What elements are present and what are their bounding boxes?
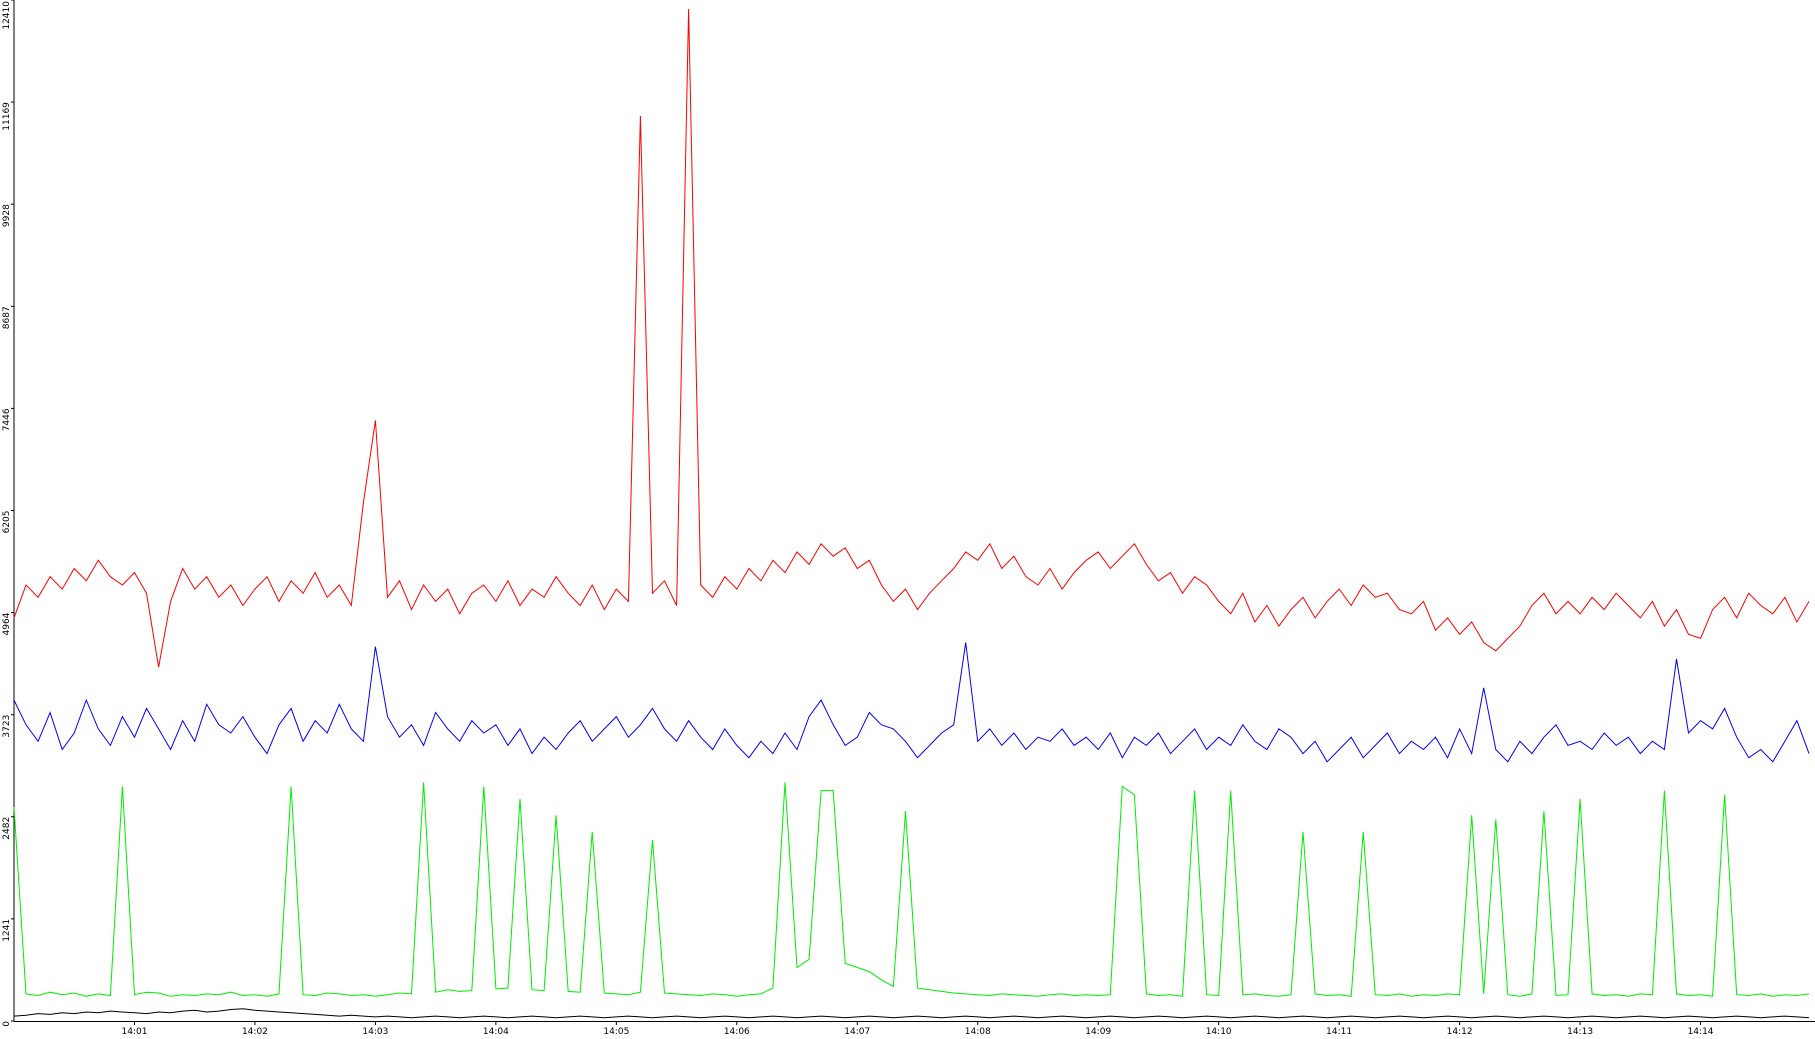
x-tick-label: 14:08	[965, 1027, 991, 1037]
y-tick-label: 8687	[2, 306, 12, 329]
y-tick-label: 2482	[2, 817, 12, 840]
x-tick-label: 14:13	[1567, 1027, 1593, 1037]
y-tick-label: 12410	[2, 1, 12, 30]
y-tick-label: 4964	[2, 612, 12, 635]
x-tick-label: 14:05	[603, 1027, 629, 1037]
x-tick-label: 14:02	[242, 1027, 268, 1037]
series-line	[13, 1008, 1810, 1019]
y-tick-label: 0	[2, 1021, 12, 1027]
x-tick-label: 14:07	[844, 1027, 870, 1037]
x-tick-label: 14:10	[1206, 1027, 1232, 1037]
y-tick-label: 3723	[2, 715, 12, 738]
series-line	[13, 8, 1810, 668]
series-line	[13, 782, 1810, 997]
x-tick-label: 14:11	[1326, 1027, 1352, 1037]
x-tick-label: 14:06	[724, 1027, 750, 1037]
y-tick-label: 6205	[2, 511, 12, 534]
x-tick-label: 14:09	[1085, 1027, 1111, 1037]
x-tick-label: 14:14	[1688, 1027, 1714, 1037]
x-tick-label: 14:04	[483, 1027, 509, 1037]
y-tick-label: 1241	[2, 919, 12, 942]
series-line	[13, 642, 1810, 763]
x-tick-label: 14:03	[362, 1027, 388, 1037]
x-tick-label: 14:01	[121, 1027, 147, 1037]
y-tick-label: 9928	[2, 204, 12, 227]
y-tick-label: 7446	[2, 408, 12, 431]
y-tick-label: 11169	[2, 102, 12, 131]
x-tick-label: 14:12	[1447, 1027, 1473, 1037]
